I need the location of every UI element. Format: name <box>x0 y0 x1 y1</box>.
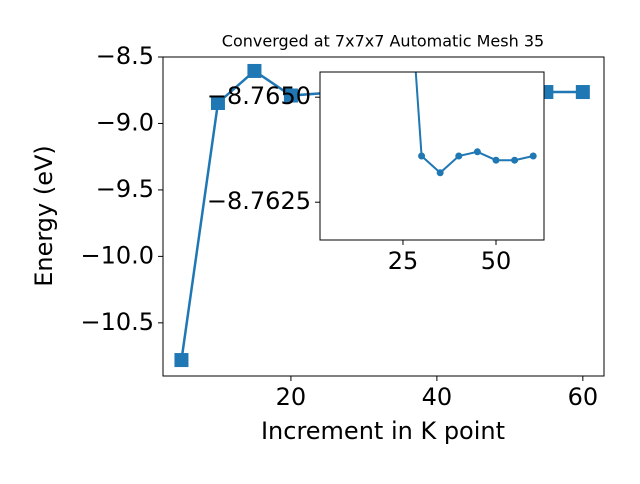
x-axis-label: Increment in K point <box>261 417 505 445</box>
marker <box>174 353 189 368</box>
y-tick-label: −8.7650 <box>207 82 311 110</box>
marker <box>210 95 225 110</box>
y-tick-label: −9.0 <box>96 108 154 136</box>
x-tick-label: 50 <box>481 247 512 275</box>
plot-area <box>320 72 544 240</box>
marker <box>511 156 519 164</box>
x-tick-label: 25 <box>388 247 419 275</box>
axes-frame <box>162 56 605 377</box>
marker <box>473 148 481 156</box>
x-tick-label: 20 <box>276 383 307 411</box>
marker <box>247 63 262 78</box>
marker <box>283 88 298 103</box>
marker <box>492 156 500 164</box>
y-axis-label: Energy (eV) <box>30 145 58 287</box>
x-tick-label: 60 <box>568 383 599 411</box>
y-tick-label: −10.5 <box>80 308 154 336</box>
y-tick-label: −9.5 <box>96 175 154 203</box>
chart-title: Converged at 7x7x7 Automatic Mesh 35 <box>222 32 544 51</box>
y-tick-label: −10.0 <box>80 241 154 269</box>
y-tick-label: −8.7625 <box>207 187 311 215</box>
y-tick-label: −8.5 <box>96 42 154 70</box>
x-tick-label: 40 <box>422 383 453 411</box>
marker <box>418 152 426 160</box>
marker <box>575 85 590 100</box>
marker <box>529 152 537 160</box>
marker <box>436 169 444 177</box>
marker <box>455 152 463 160</box>
series-group <box>414 72 537 177</box>
axes-frame <box>319 71 545 241</box>
